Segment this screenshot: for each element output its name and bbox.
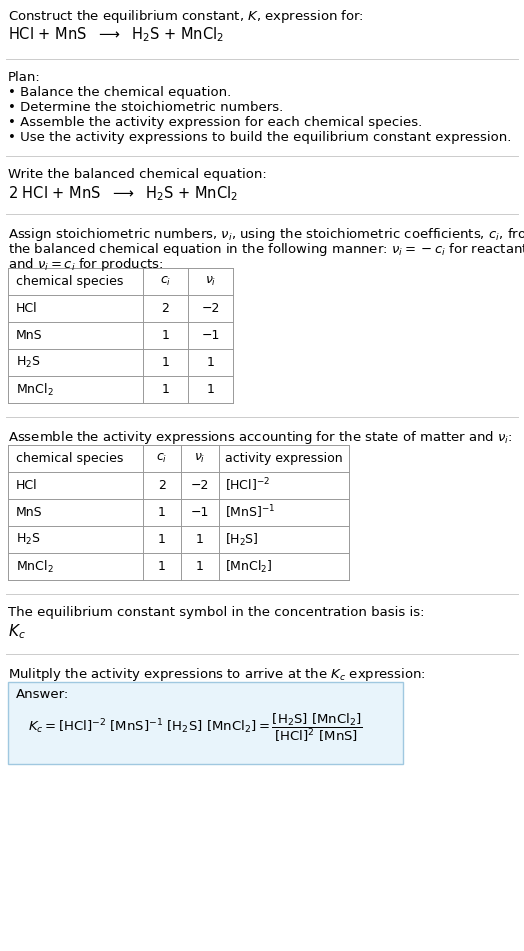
Text: • Assemble the activity expression for each chemical species.: • Assemble the activity expression for e…: [8, 116, 422, 129]
Text: $\nu_i$: $\nu_i$: [205, 275, 216, 288]
Text: H$_2$S: H$_2$S: [16, 355, 41, 370]
Text: $\nu_i$: $\nu_i$: [194, 452, 206, 465]
Text: 1: 1: [158, 533, 166, 546]
Text: [HCl]$^{-2}$: [HCl]$^{-2}$: [225, 476, 270, 495]
Text: 1: 1: [161, 356, 169, 369]
Text: activity expression: activity expression: [225, 452, 343, 465]
Text: −1: −1: [191, 506, 209, 519]
Text: Mulitply the activity expressions to arrive at the $K_c$ expression:: Mulitply the activity expressions to arr…: [8, 666, 426, 683]
Text: −1: −1: [201, 329, 220, 342]
FancyBboxPatch shape: [8, 682, 403, 764]
Text: [MnS]$^{-1}$: [MnS]$^{-1}$: [225, 504, 276, 521]
Text: MnCl$_2$: MnCl$_2$: [16, 381, 53, 398]
Text: 1: 1: [158, 506, 166, 519]
Text: 1: 1: [206, 383, 214, 396]
Text: −2: −2: [201, 302, 220, 315]
Text: 1: 1: [161, 383, 169, 396]
Text: [MnCl$_2$]: [MnCl$_2$]: [225, 558, 272, 574]
Text: 1: 1: [196, 533, 204, 546]
Text: HCl + MnS  $\longrightarrow$  H$_2$S + MnCl$_2$: HCl + MnS $\longrightarrow$ H$_2$S + MnC…: [8, 25, 224, 44]
Text: Assemble the activity expressions accounting for the state of matter and $\nu_i$: Assemble the activity expressions accoun…: [8, 429, 512, 446]
Text: [H$_2$S]: [H$_2$S]: [225, 532, 259, 548]
Text: MnCl$_2$: MnCl$_2$: [16, 558, 53, 574]
Text: 1: 1: [206, 356, 214, 369]
Text: 1: 1: [158, 560, 166, 573]
Text: HCl: HCl: [16, 479, 38, 492]
Text: and $\nu_i = c_i$ for products:: and $\nu_i = c_i$ for products:: [8, 256, 163, 273]
Text: 1: 1: [196, 560, 204, 573]
Text: Plan:: Plan:: [8, 71, 41, 84]
Text: $c_i$: $c_i$: [156, 452, 168, 465]
Text: H$_2$S: H$_2$S: [16, 532, 41, 547]
Text: chemical species: chemical species: [16, 452, 123, 465]
Text: MnS: MnS: [16, 506, 42, 519]
Text: Construct the equilibrium constant, $K$, expression for:: Construct the equilibrium constant, $K$,…: [8, 8, 364, 25]
Text: Write the balanced chemical equation:: Write the balanced chemical equation:: [8, 168, 267, 181]
Text: • Use the activity expressions to build the equilibrium constant expression.: • Use the activity expressions to build …: [8, 131, 511, 144]
Text: 1: 1: [161, 329, 169, 342]
Text: 2: 2: [158, 479, 166, 492]
Text: MnS: MnS: [16, 329, 42, 342]
Text: $K_c$: $K_c$: [8, 622, 26, 641]
Text: The equilibrium constant symbol in the concentration basis is:: The equilibrium constant symbol in the c…: [8, 606, 424, 619]
Text: the balanced chemical equation in the following manner: $\nu_i = -c_i$ for react: the balanced chemical equation in the fo…: [8, 241, 524, 258]
Text: Assign stoichiometric numbers, $\nu_i$, using the stoichiometric coefficients, $: Assign stoichiometric numbers, $\nu_i$, …: [8, 226, 524, 243]
Text: 2 HCl + MnS  $\longrightarrow$  H$_2$S + MnCl$_2$: 2 HCl + MnS $\longrightarrow$ H$_2$S + M…: [8, 184, 238, 203]
Text: Answer:: Answer:: [16, 688, 69, 701]
Text: −2: −2: [191, 479, 209, 492]
Text: • Determine the stoichiometric numbers.: • Determine the stoichiometric numbers.: [8, 101, 283, 114]
Text: HCl: HCl: [16, 302, 38, 315]
Text: $K_c = \mathrm{[HCl]^{-2}\ [MnS]^{-1}\ [H_2S]\ [MnCl_2]}$$ = \dfrac{\mathrm{[H_2: $K_c = \mathrm{[HCl]^{-2}\ [MnS]^{-1}\ […: [28, 711, 363, 745]
Text: • Balance the chemical equation.: • Balance the chemical equation.: [8, 86, 231, 99]
Text: $c_i$: $c_i$: [160, 275, 171, 288]
Text: chemical species: chemical species: [16, 275, 123, 288]
Text: 2: 2: [161, 302, 169, 315]
